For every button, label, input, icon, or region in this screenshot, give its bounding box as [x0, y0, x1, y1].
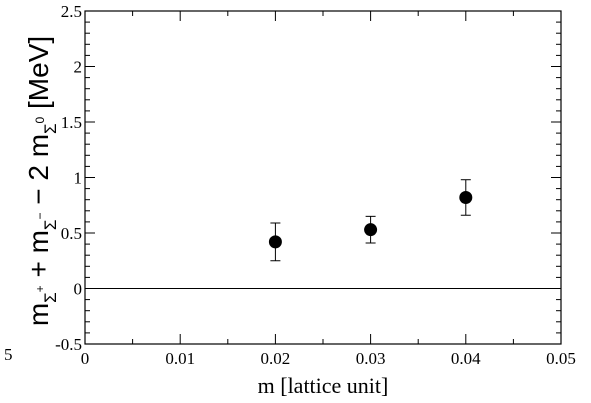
left-edge-label: 5 [4, 345, 13, 364]
data-points [268, 179, 473, 262]
ylabel-sub2: Σ [41, 220, 60, 231]
ylabel-sub3: Σ [41, 123, 60, 134]
ylabel-unit: [MeV] [23, 36, 54, 117]
ylabel-sup1: + [33, 285, 47, 292]
data-point [268, 222, 282, 262]
y-tick-label: 2.5 [61, 2, 82, 21]
marker [364, 223, 378, 237]
y-axis-label: mΣ+ + mΣ− − 2 mΣ0 [MeV] [23, 36, 60, 326]
data-point [459, 179, 473, 216]
ylabel-minus: − 2 [23, 157, 54, 212]
y-tick-label: 1.5 [61, 113, 82, 132]
x-tick-label: 0.01 [165, 349, 195, 368]
y-tick-label: 1 [74, 169, 83, 188]
x-tick-label: 0 [81, 349, 90, 368]
plot-frame [84, 10, 562, 345]
marker [268, 235, 282, 249]
tick-marks [84, 10, 562, 345]
x-tick-label: 0.05 [546, 349, 576, 368]
tick-labels: 0 0.01 0.02 0.03 0.04 0.05-0.500.511.522.5 [55, 2, 576, 368]
x-tick-label: 0.03 [356, 349, 386, 368]
y-tick-label: -0.5 [55, 335, 82, 354]
ylabel-sub1: Σ [41, 292, 60, 303]
ylabel-m2: m [23, 230, 54, 253]
data-point [364, 215, 378, 244]
ylabel-sup3: 0 [33, 116, 47, 123]
y-tick-label: 2 [74, 58, 83, 77]
x-axis-label: m [lattice unit] [258, 373, 389, 398]
ylabel-m1: m [23, 303, 54, 326]
y-tick-label: 0.5 [61, 224, 82, 243]
y-tick-label: 0 [74, 280, 83, 299]
x-tick-label: 0.04 [451, 349, 481, 368]
svg-text:mΣ+ + mΣ− − 2 mΣ0 [MeV]: mΣ+ + mΣ− − 2 mΣ0 [MeV] [23, 36, 60, 326]
ylabel-sup2: − [33, 213, 47, 220]
ylabel-plus: + [23, 253, 54, 285]
ylabel-m3: m [23, 134, 54, 157]
marker [459, 190, 473, 204]
x-tick-label: 0.02 [261, 349, 291, 368]
